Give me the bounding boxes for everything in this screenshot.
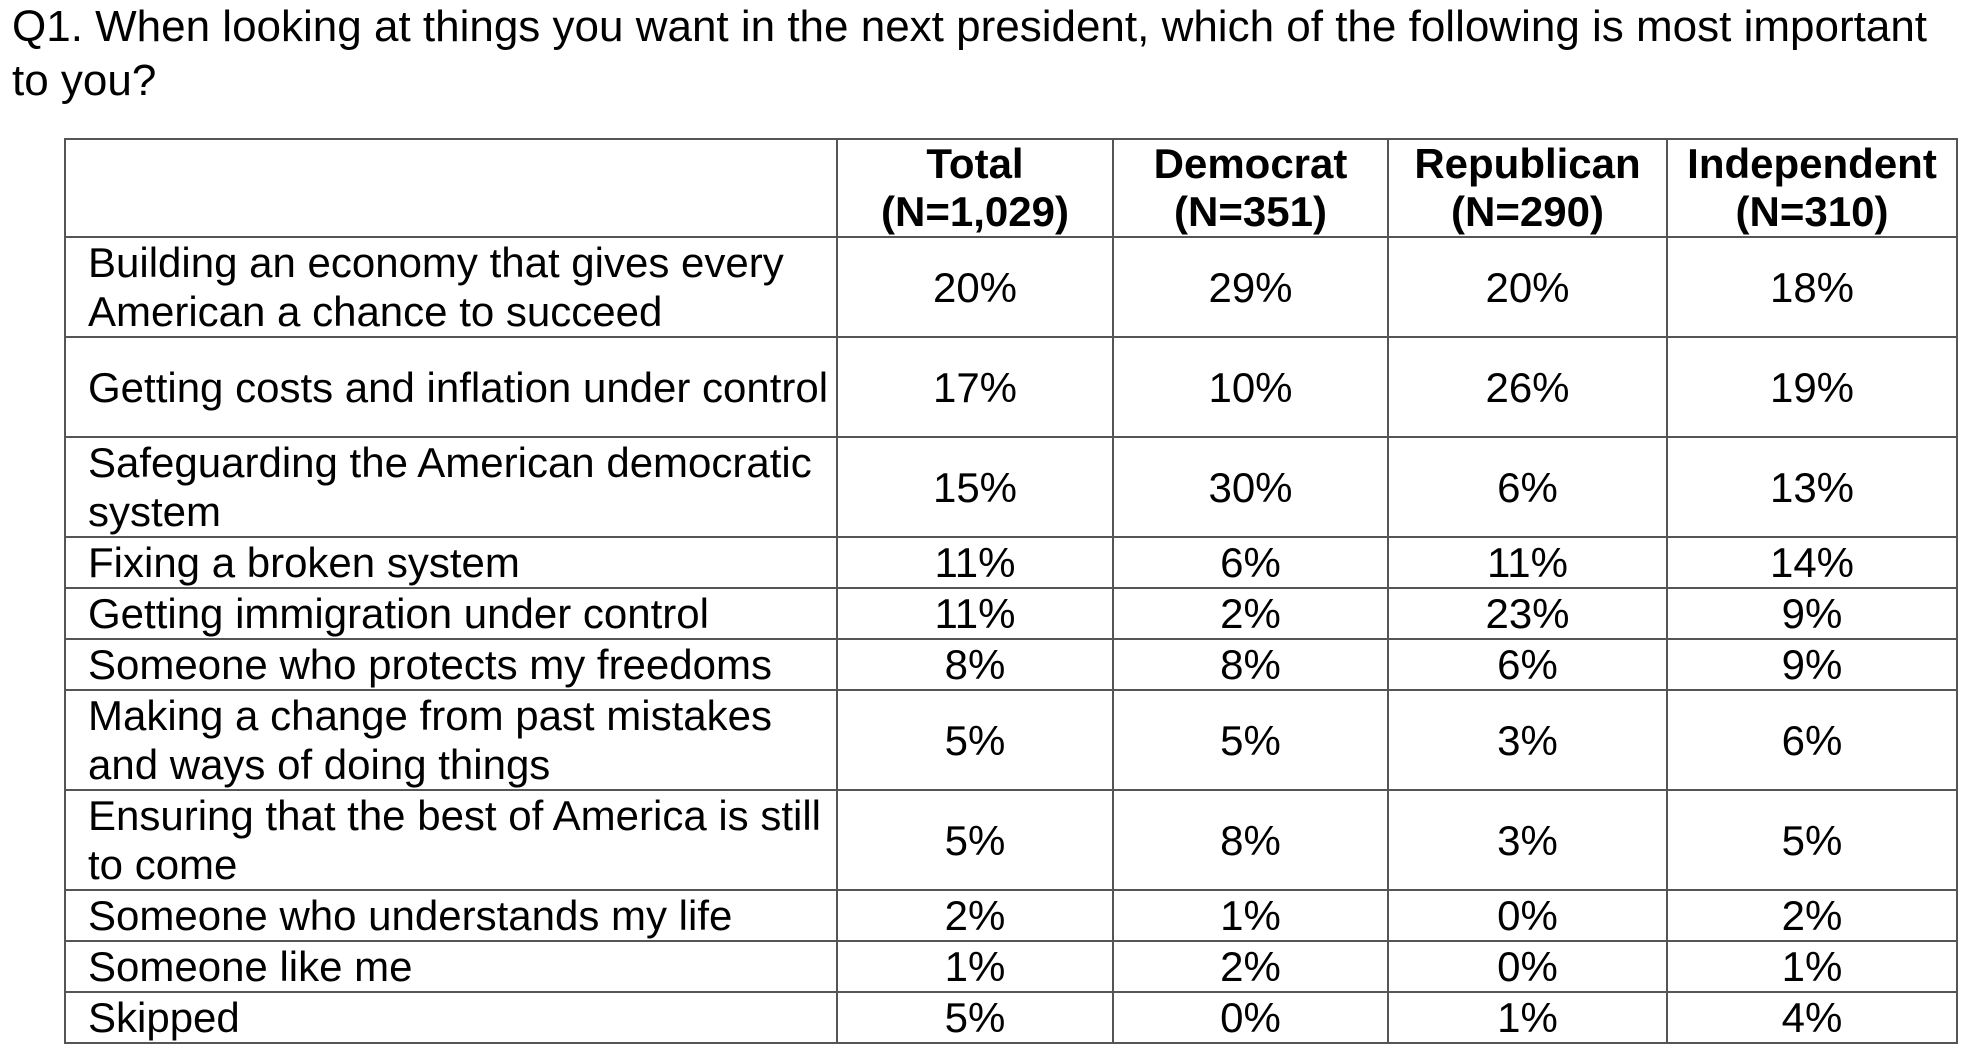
value-republican: 1% [1387,991,1668,1044]
row-label: Safeguarding the American democratic sys… [64,436,838,538]
column-header-independent: Independent (N=310) [1666,138,1958,238]
value-republican: 23% [1387,587,1668,640]
value-total: 11% [836,536,1114,589]
value-republican: 11% [1387,536,1668,589]
column-sample-size: (N=1,029) [881,188,1069,235]
column-sample-size: (N=290) [1451,188,1604,235]
value-total: 17% [836,336,1114,438]
column-header-democrat: Democrat (N=351) [1112,138,1389,238]
row-label: Building an economy that gives every Ame… [64,236,838,338]
value-independent: 14% [1666,536,1958,589]
value-independent: 2% [1666,889,1958,942]
value-independent: 4% [1666,991,1958,1044]
value-independent: 19% [1666,336,1958,438]
value-total: 5% [836,789,1114,891]
table-row: Making a change from past mistakes and w… [64,689,1958,791]
value-republican: 6% [1387,638,1668,691]
value-independent: 1% [1666,940,1958,993]
results-table: Total (N=1,029) Democrat (N=351) Republi… [64,138,1958,1044]
table-row: Getting immigration under control 11% 2%… [64,587,1958,640]
table-row: Fixing a broken system 11% 6% 11% 14% [64,536,1958,589]
row-label: Getting costs and inflation under contro… [64,336,838,438]
value-independent: 13% [1666,436,1958,538]
value-independent: 5% [1666,789,1958,891]
row-label: Ensuring that the best of America is sti… [64,789,838,891]
value-democrat: 8% [1112,789,1389,891]
value-republican: 3% [1387,789,1668,891]
column-header-total: Total (N=1,029) [836,138,1114,238]
table-row: Someone who protects my freedoms 8% 8% 6… [64,638,1958,691]
table-row: Someone like me 1% 2% 0% 1% [64,940,1958,993]
header-blank-cell [64,138,838,238]
value-democrat: 2% [1112,940,1389,993]
value-total: 15% [836,436,1114,538]
row-label: Someone like me [64,940,838,993]
row-label: Getting immigration under control [64,587,838,640]
value-total: 8% [836,638,1114,691]
table-row: Getting costs and inflation under contro… [64,336,1958,438]
value-independent: 9% [1666,587,1958,640]
column-name: Total [926,140,1024,187]
value-democrat: 2% [1112,587,1389,640]
value-republican: 26% [1387,336,1668,438]
value-democrat: 30% [1112,436,1389,538]
value-independent: 18% [1666,236,1958,338]
value-republican: 0% [1387,940,1668,993]
row-label: Fixing a broken system [64,536,838,589]
value-total: 1% [836,940,1114,993]
value-total: 2% [836,889,1114,942]
row-label: Someone who protects my freedoms [64,638,838,691]
row-label: Making a change from past mistakes and w… [64,689,838,791]
value-democrat: 29% [1112,236,1389,338]
value-democrat: 0% [1112,991,1389,1044]
value-democrat: 5% [1112,689,1389,791]
header-row: Total (N=1,029) Democrat (N=351) Republi… [64,138,1958,238]
value-total: 5% [836,991,1114,1044]
row-label: Someone who understands my life [64,889,838,942]
value-democrat: 10% [1112,336,1389,438]
value-republican: 6% [1387,436,1668,538]
table-row: Ensuring that the best of America is sti… [64,789,1958,891]
question-title: Q1. When looking at things you want in t… [12,2,1928,105]
value-total: 11% [836,587,1114,640]
table-row: Building an economy that gives every Ame… [64,236,1958,338]
value-independent: 6% [1666,689,1958,791]
value-democrat: 8% [1112,638,1389,691]
table-row: Someone who understands my life 2% 1% 0%… [64,889,1958,942]
value-total: 20% [836,236,1114,338]
value-democrat: 1% [1112,889,1389,942]
column-header-republican: Republican (N=290) [1387,138,1668,238]
value-republican: 0% [1387,889,1668,942]
table-row: Safeguarding the American democratic sys… [64,436,1958,538]
value-total: 5% [836,689,1114,791]
value-democrat: 6% [1112,536,1389,589]
value-republican: 20% [1387,236,1668,338]
column-name: Republican [1414,140,1641,187]
column-sample-size: (N=351) [1174,188,1327,235]
row-label: Skipped [64,991,838,1044]
column-name: Independent [1687,140,1937,187]
table-row: Skipped 5% 0% 1% 4% [64,991,1958,1044]
column-sample-size: (N=310) [1735,188,1889,235]
value-independent: 9% [1666,638,1958,691]
value-republican: 3% [1387,689,1668,791]
column-name: Democrat [1153,140,1348,187]
